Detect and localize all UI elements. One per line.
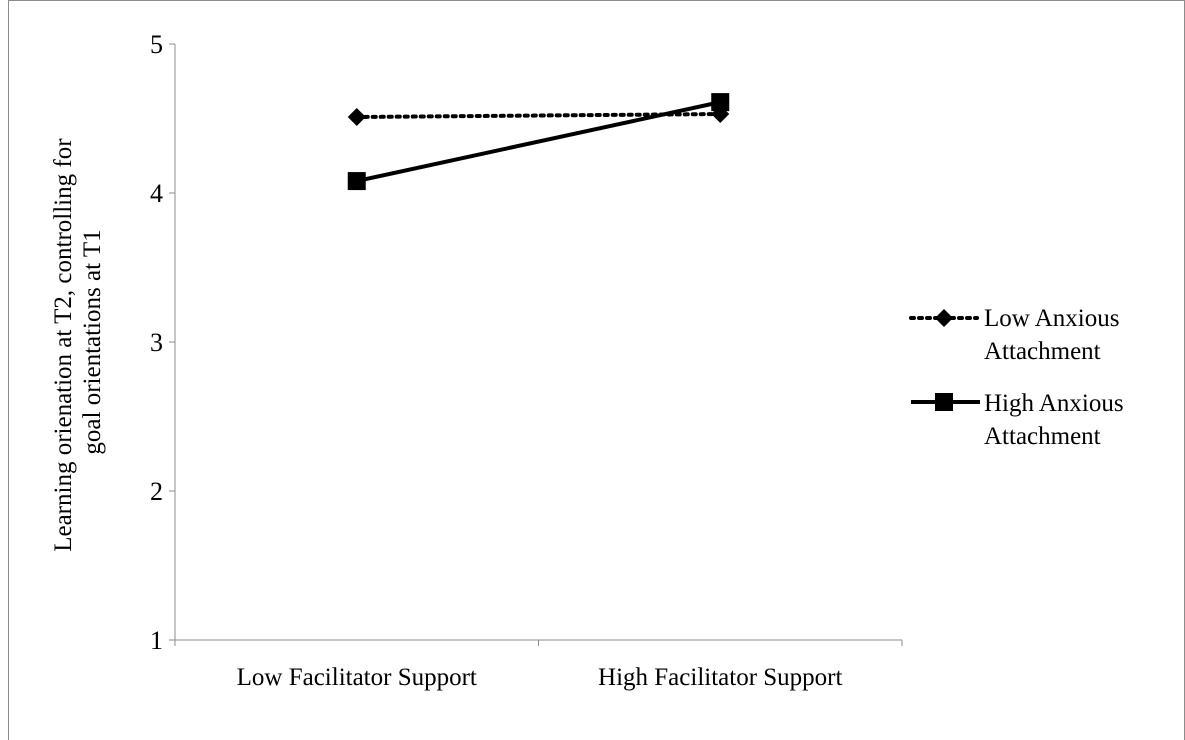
chart-frame xyxy=(8,0,1185,740)
x-axis: Low Facilitator Support High Facilitator … xyxy=(174,639,903,691)
y-tick-label: 2 xyxy=(150,477,163,506)
legend-square-icon xyxy=(935,393,953,411)
legend-low-anxious-line-1: Low Anxious xyxy=(984,305,1119,332)
y-tick-label: 3 xyxy=(150,328,163,357)
legend: Low Anxious Attachment High Anxious Atta… xyxy=(909,305,1130,450)
series-layer xyxy=(347,93,730,191)
legend-label-high-anxious: High Anxious Attachment xyxy=(984,390,1130,450)
y-axis: 1 2 3 4 5 xyxy=(150,30,176,655)
x-tick-label: High Facilitator Support xyxy=(598,664,842,691)
data-point-square xyxy=(347,172,366,191)
legend-low-anxious-line-2: Attachment xyxy=(984,338,1101,365)
legend-entry-low-anxious: Low Anxious Attachment xyxy=(909,305,1126,365)
y-tick-label: 4 xyxy=(150,179,163,208)
y-axis-label-line-2: goal orientations at T1 xyxy=(79,229,106,454)
legend-label-low-anxious: Low Anxious Attachment xyxy=(984,305,1126,365)
y-axis-label: Learning orienation at T2, controlling f… xyxy=(50,132,106,552)
legend-entry-high-anxious: High Anxious Attachment xyxy=(911,390,1130,450)
series-line-high-anxious xyxy=(356,100,721,184)
legend-high-anxious-line-1: High Anxious xyxy=(984,390,1124,417)
legend-high-anxious-line-2: Attachment xyxy=(984,423,1101,450)
x-ticks: Low Facilitator Support High Facilitator … xyxy=(174,640,903,691)
y-axis-label-line-1: Learning orienation at T2, controlling f… xyxy=(50,138,77,552)
data-point-diamond xyxy=(347,108,366,127)
legend-diamond-icon xyxy=(935,309,953,327)
data-point-square xyxy=(711,93,730,112)
y-tick-label: 1 xyxy=(150,626,163,655)
y-tick-label: 5 xyxy=(150,30,163,59)
x-tick-label: Low Facilitator Support xyxy=(237,664,477,691)
y-ticks: 1 2 3 4 5 xyxy=(150,30,175,655)
